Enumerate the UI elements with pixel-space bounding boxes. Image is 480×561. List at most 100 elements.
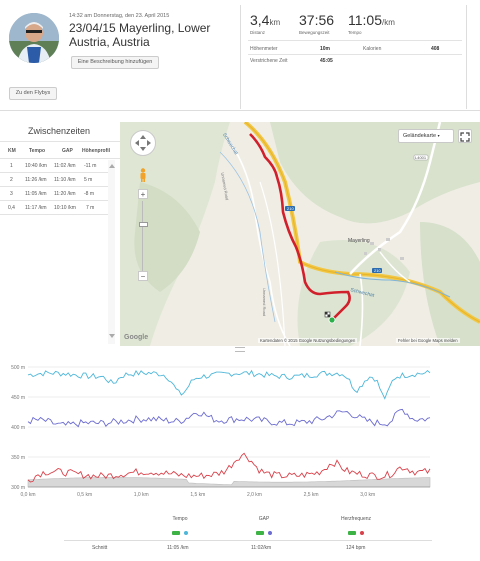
distance-value: 3,4 xyxy=(250,12,270,28)
report-error-link[interactable]: Fehler bei Google Maps melden xyxy=(396,338,460,343)
legend-tempo[interactable]: Tempo xyxy=(168,516,192,540)
split-pace: 11:17 /km xyxy=(25,205,47,211)
series-dot-icon xyxy=(268,531,273,535)
splits-title-divider xyxy=(0,141,120,142)
splits-header-elevation: Höhenprofil xyxy=(82,148,111,154)
calories-label: Kalorien xyxy=(363,46,382,52)
elevation-label: Höhenmeter xyxy=(250,46,278,52)
split-gap: 10:10 /km xyxy=(54,205,76,211)
route-line xyxy=(249,133,351,319)
toggle-icon[interactable] xyxy=(171,531,180,535)
zoom-in-button[interactable]: + xyxy=(138,189,148,199)
map-attribution: Kartendaten © 2015 Google Nutzungsbeding… xyxy=(258,338,358,343)
legend-heart-rate[interactable]: Herzfrequenz xyxy=(336,516,376,540)
series-dot-icon xyxy=(184,531,189,535)
summary-gap-value: 11:02/km xyxy=(251,545,272,551)
y-tick-label: 350 m xyxy=(11,455,25,461)
add-description-button[interactable]: Eine Beschreibung hinzufügen xyxy=(71,56,159,69)
pace-unit: /km xyxy=(382,18,395,27)
avatar[interactable] xyxy=(9,13,59,63)
x-tick-label: 3,0 km xyxy=(360,492,375,498)
activity-datetime: 14:32 am Donnerstag, den 23. April 2015 xyxy=(69,13,170,19)
zoom-slider[interactable] xyxy=(142,201,143,271)
row-divider xyxy=(0,172,108,173)
summary-hr-value: 124 bpm xyxy=(346,545,366,551)
splits-scrollbar[interactable] xyxy=(108,160,115,344)
split-elevation: -11 m xyxy=(84,163,97,169)
summary-divider xyxy=(64,540,432,541)
map-label-road-210: 210 xyxy=(287,206,294,211)
pegman-icon[interactable] xyxy=(139,168,147,182)
resize-handle[interactable] xyxy=(235,347,245,352)
split-gap: 11:20 /km xyxy=(54,191,76,197)
moving-time-stat: 37:56 xyxy=(299,12,334,30)
legend-label: Tempo xyxy=(172,516,188,522)
row-divider xyxy=(0,186,108,187)
distance-unit: km xyxy=(269,18,281,27)
moving-time-value: 37:56 xyxy=(299,12,335,28)
moving-time-label: Bewegungszeit xyxy=(299,30,330,35)
legend-label: GAP xyxy=(258,516,270,522)
split-pace: 11:26 /km xyxy=(25,177,47,183)
x-tick-label: 1,0 km xyxy=(134,492,149,498)
header-divider-1 xyxy=(240,5,241,109)
elevation-chart[interactable]: 500 m 450 m 400 m 350 m 300 m 0,0 km 0,5 km 1,0… xyxy=(0,353,480,503)
zoom-slider-handle[interactable] xyxy=(139,222,148,227)
split-pace: 10:40 /km xyxy=(25,163,47,169)
flyby-button[interactable]: Zu den Flybys xyxy=(9,87,57,100)
split-elevation: 7 m xyxy=(86,205,95,211)
map-label-road-l4001: L4001 xyxy=(415,155,427,160)
toggle-icon[interactable] xyxy=(255,531,264,535)
distance-label: Distanz xyxy=(250,30,266,35)
terms-link[interactable]: Nutzungsbedingungen xyxy=(313,338,356,343)
map-label-road-210-b: 210 xyxy=(374,268,381,273)
y-tick-label: 450 m xyxy=(11,395,25,401)
row-divider xyxy=(0,214,108,215)
series-dot-icon xyxy=(360,531,365,535)
elapsed-time-value: 45:05 xyxy=(320,58,333,64)
stats-row-divider xyxy=(248,54,462,55)
splits-header-gap: GAP xyxy=(62,148,73,154)
calories-value: 408 xyxy=(431,46,440,52)
activity-title: 23/04/15 Mayerling, Lower Austria, Austr… xyxy=(69,21,211,49)
legend-label: Herzfrequenz xyxy=(340,516,371,522)
fullscreen-icon[interactable] xyxy=(458,129,472,143)
scroll-up-icon[interactable] xyxy=(109,164,115,168)
google-logo[interactable]: Google xyxy=(124,334,149,341)
splits-header-divider xyxy=(0,158,120,159)
x-tick-label: 2,5 km xyxy=(304,492,319,498)
split-km: 0,4 xyxy=(8,205,15,211)
header-panel xyxy=(0,0,480,111)
row-divider xyxy=(0,200,108,201)
x-tick-label: 2,0 km xyxy=(247,492,262,498)
y-tick-label: 500 m xyxy=(11,365,25,371)
map-canvas xyxy=(120,122,480,346)
zoom-out-button[interactable]: − xyxy=(138,271,148,281)
split-elevation: 5 m xyxy=(84,177,93,183)
splits-title: Zwischenzeiten xyxy=(28,126,91,136)
splits-header-pace: Tempo xyxy=(29,148,46,154)
series-tempo-line xyxy=(27,369,431,400)
split-km: 1 xyxy=(10,163,13,169)
scroll-down-icon[interactable] xyxy=(109,334,115,338)
map-label-unnamed-road-2: Unnamed Road xyxy=(262,288,267,317)
map-pan-control[interactable] xyxy=(130,130,156,156)
x-tick-label: 0,5 km xyxy=(77,492,92,498)
split-km: 2 xyxy=(10,177,13,183)
series-gap-line xyxy=(27,408,431,428)
toggle-icon[interactable] xyxy=(347,531,356,535)
legend-gap[interactable]: GAP xyxy=(252,516,276,540)
split-gap: 11:10 /km xyxy=(54,177,76,183)
elapsed-time-label: Verstrichene Zeit xyxy=(250,58,288,64)
map[interactable]: Schwechat Mayerling Schwechat 210 210 L4… xyxy=(120,122,480,346)
pace-stat: 11:05/km xyxy=(348,12,395,30)
pace-value: 11:05 xyxy=(348,12,382,28)
map-data-credit: Kartendaten © 2015 Google xyxy=(260,338,313,343)
map-label-mayerling: Mayerling xyxy=(348,238,370,244)
elevation-value: 10m xyxy=(320,46,331,52)
map-type-label: Geländekarte xyxy=(403,133,437,139)
map-type-selector[interactable]: Geländekarte ▾ xyxy=(398,129,454,143)
header-divider-2 xyxy=(466,5,467,109)
y-tick-label: 400 m xyxy=(11,425,25,431)
series-heart-rate-line xyxy=(27,452,431,483)
